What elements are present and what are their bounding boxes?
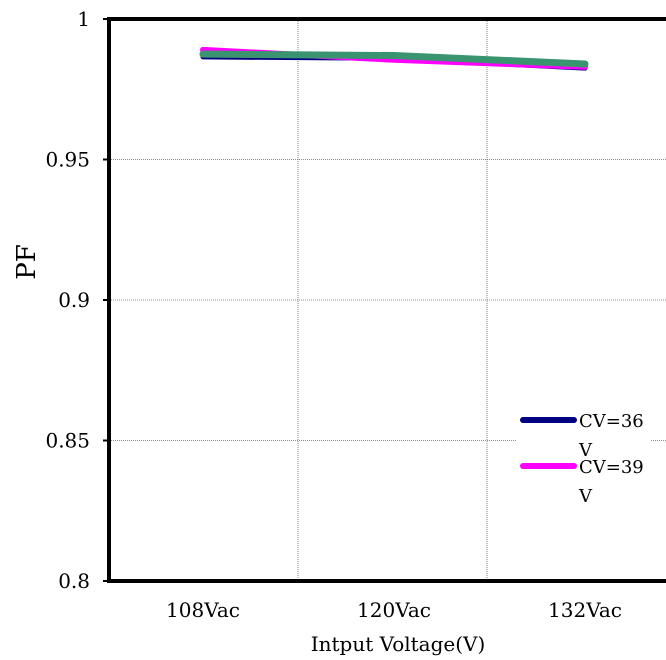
y-tick-label: 1 [77, 7, 90, 31]
legend-label: CV=36 [579, 411, 644, 432]
y-tick-label: 0.95 [45, 148, 90, 172]
x-axis-title: Intput Voltage(V) [311, 632, 486, 656]
legend-label-unit: V [578, 486, 593, 507]
tick-labels: 0.8 0.85 0.9 0.95 1 108Vac 120Vac 132Vac [45, 7, 621, 622]
legend-box [516, 407, 650, 513]
y-tick-label: 0.85 [45, 429, 90, 453]
series-line [199, 50, 589, 68]
series-lines [199, 46, 589, 71]
x-tick-label: 132Vac [548, 598, 622, 622]
axes [103, 17, 666, 583]
legend-label-unit: V [578, 440, 593, 461]
legend-label: CV=39 [579, 457, 644, 478]
x-tick-label: 108Vac [166, 598, 240, 622]
y-tick-label: 0.8 [58, 569, 90, 593]
y-axis-title: PF [12, 244, 42, 280]
y-tick-label: 0.9 [58, 288, 90, 312]
x-tick-label: 120Vac [357, 598, 431, 622]
